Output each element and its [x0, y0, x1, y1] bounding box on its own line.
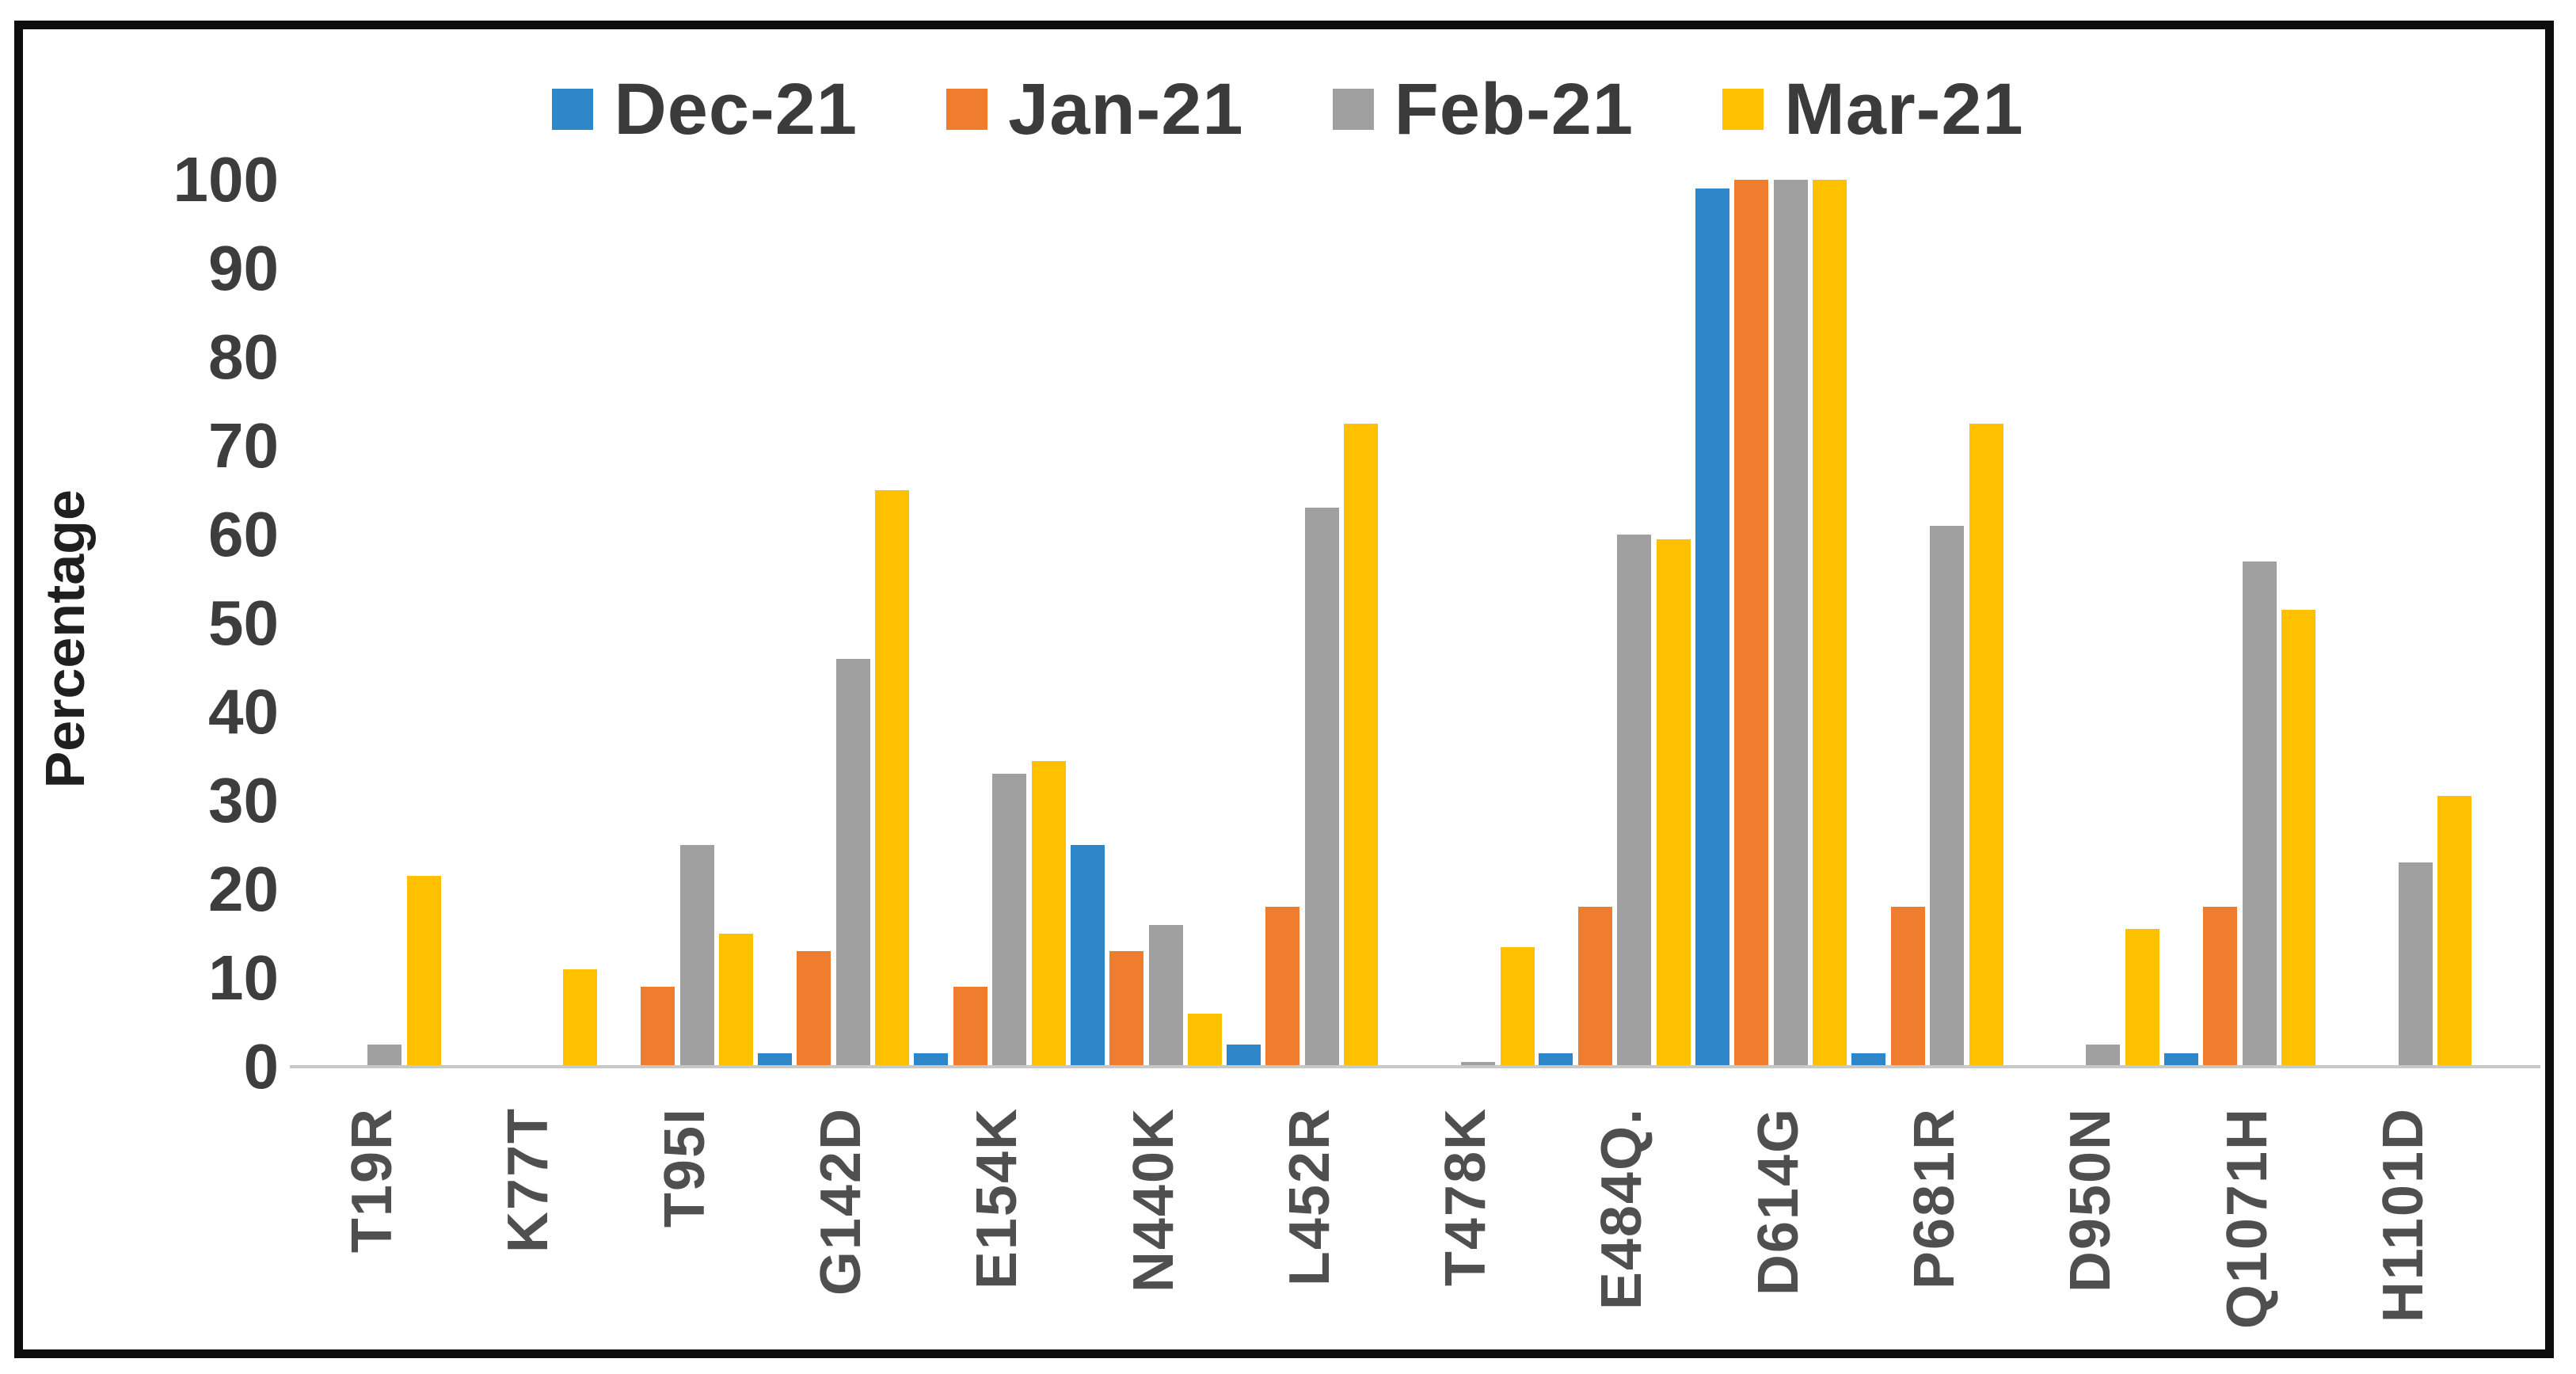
bar-K77T-Mar-21 — [562, 969, 597, 1067]
bar-E484Q-Mar-21 — [1656, 539, 1691, 1067]
legend-label: Dec-21 — [614, 69, 858, 150]
bar-N440K-Feb-21 — [1148, 924, 1183, 1067]
bar-N440K-Mar-21 — [1188, 1013, 1222, 1067]
x-category-label-text: D614G — [1746, 1107, 1810, 1296]
y-tick-label: 100 — [173, 144, 279, 215]
bar-T95I-Feb-21 — [679, 845, 714, 1067]
bar-T478K-Mar-21 — [1500, 946, 1535, 1067]
bar-Q1071H-Dec-21 — [2163, 1053, 2198, 1067]
y-tick-label: 10 — [208, 942, 279, 1013]
bar-G142D-Dec-21 — [757, 1053, 792, 1067]
bar-N440K-Jan-21 — [1109, 951, 1143, 1067]
bar-G142D-Jan-21 — [797, 951, 831, 1067]
x-category-label-text: T95I — [653, 1107, 717, 1228]
bar-P681R-Feb-21 — [1930, 525, 1964, 1067]
x-axis-line — [290, 1065, 2540, 1068]
bar-D614G-Jan-21 — [1734, 180, 1769, 1067]
x-category-label-text: N440K — [1121, 1107, 1185, 1293]
bar-E484Q-Feb-21 — [1617, 535, 1652, 1067]
x-category-label-text: G142D — [809, 1107, 873, 1296]
bar-P681R-Dec-21 — [1851, 1053, 1885, 1067]
legend-item: Dec-21 — [552, 73, 858, 146]
bar-D614G-Dec-21 — [1695, 188, 1729, 1067]
legend-label: Mar-21 — [1784, 69, 2024, 150]
legend-item: Jan-21 — [946, 73, 1244, 146]
bar-H1101D-Mar-21 — [2437, 796, 2472, 1067]
bar-E484Q-Jan-21 — [1577, 907, 1612, 1067]
legend-swatch-icon — [1332, 89, 1374, 130]
x-category-label-text: H1101D — [2371, 1107, 2435, 1323]
x-category-label-text: D950N — [2059, 1107, 2123, 1293]
x-category-label-text: K77T — [497, 1107, 561, 1254]
bar-G142D-Mar-21 — [875, 490, 910, 1067]
x-category-label-text: E484Q. — [1590, 1107, 1654, 1311]
y-axis-title-text: Percentage — [34, 489, 96, 789]
bar-L452R-Jan-21 — [1265, 907, 1300, 1067]
bar-Q1071H-Jan-21 — [2203, 907, 2238, 1067]
y-tick-label: 40 — [208, 676, 279, 747]
y-tick-label: 0 — [243, 1031, 280, 1102]
y-tick-label: 90 — [208, 233, 279, 303]
legend-item: Mar-21 — [1722, 73, 2024, 146]
bar-E154K-Jan-21 — [953, 987, 987, 1067]
x-category-label-text: P681R — [1903, 1107, 1966, 1290]
x-category-label-text: T19R — [341, 1107, 404, 1254]
x-category-label-text: L452R — [1277, 1107, 1341, 1287]
legend: Dec-21 Jan-21 Feb-21 Mar-21 — [0, 73, 2576, 146]
bar-G142D-Feb-21 — [835, 658, 870, 1067]
bar-N440K-Dec-21 — [1070, 845, 1105, 1067]
legend-swatch-icon — [946, 89, 988, 130]
bar-D614G-Mar-21 — [1813, 180, 1847, 1067]
bar-E484Q-Dec-21 — [1539, 1053, 1573, 1067]
legend-swatch-icon — [552, 89, 594, 130]
bar-T19R-Feb-21 — [367, 1045, 401, 1067]
y-tick-label: 70 — [208, 410, 279, 481]
bar-L452R-Feb-21 — [1304, 508, 1339, 1067]
bar-E154K-Mar-21 — [1031, 760, 1066, 1067]
bar-T19R-Mar-21 — [406, 876, 441, 1067]
legend-label: Feb-21 — [1394, 69, 1634, 150]
bar-E154K-Dec-21 — [914, 1053, 949, 1067]
bar-D614G-Feb-21 — [1773, 180, 1808, 1067]
bar-E154K-Feb-21 — [992, 774, 1027, 1067]
y-tick-label: 50 — [208, 588, 279, 658]
bar-D950N-Mar-21 — [2125, 929, 2159, 1067]
bar-H1101D-Feb-21 — [2398, 862, 2433, 1067]
legend-item: Feb-21 — [1332, 69, 1634, 150]
x-category-label-text: E154K — [965, 1107, 1029, 1290]
legend-label: Jan-21 — [1008, 69, 1244, 150]
y-tick-label: 20 — [208, 854, 279, 924]
x-category-label-text: T478K — [1434, 1107, 1498, 1287]
bar-L452R-Dec-21 — [1226, 1045, 1261, 1067]
bar-D950N-Feb-21 — [2086, 1045, 2121, 1067]
bar-T478K-Feb-21 — [1461, 1062, 1496, 1067]
y-tick-label: 30 — [208, 765, 279, 835]
y-tick-label: 80 — [208, 322, 279, 392]
legend-swatch-icon — [1722, 89, 1764, 130]
bar-T95I-Mar-21 — [719, 934, 754, 1067]
x-category-label-text: Q1071H — [2215, 1107, 2279, 1330]
bar-L452R-Mar-21 — [1344, 424, 1379, 1067]
y-tick-label: 60 — [208, 499, 279, 569]
bar-Q1071H-Feb-21 — [2242, 561, 2277, 1067]
bar-P681R-Jan-21 — [1890, 907, 1925, 1067]
bar-P681R-Mar-21 — [1969, 424, 2003, 1067]
bar-T95I-Jan-21 — [641, 987, 675, 1067]
bar-Q1071H-Mar-21 — [2281, 610, 2316, 1067]
